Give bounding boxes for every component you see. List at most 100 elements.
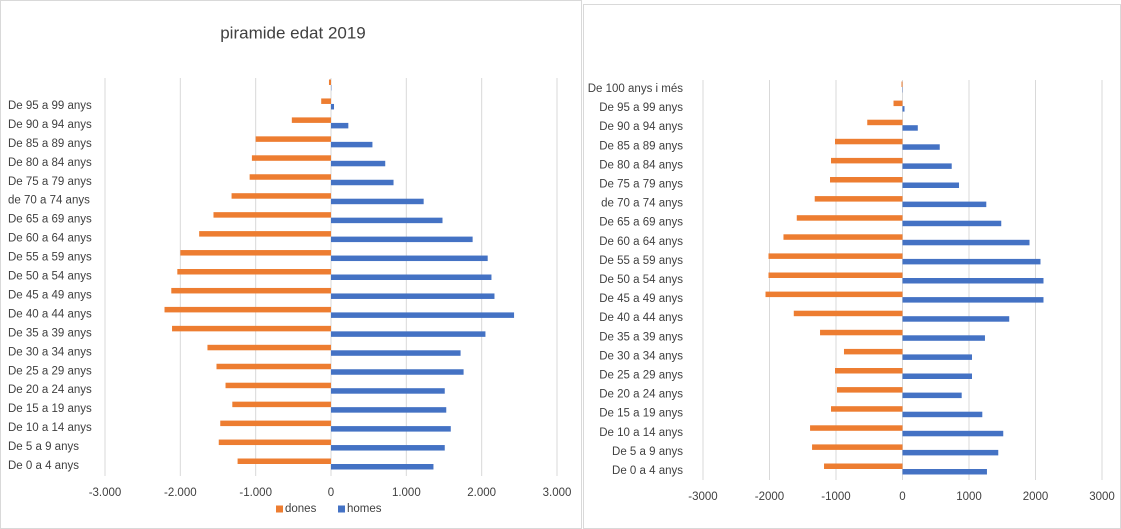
legend-swatch bbox=[338, 505, 345, 513]
category-label: De 35 a 39 anys bbox=[599, 331, 683, 343]
category-label: De 25 a 29 anys bbox=[599, 370, 683, 382]
bar bbox=[331, 198, 424, 205]
category-label: De 55 a 59 anys bbox=[599, 255, 683, 267]
category-label: De 80 a 84 anys bbox=[599, 159, 683, 171]
bar bbox=[331, 331, 486, 337]
bar bbox=[902, 278, 1044, 284]
category-label: De 90 a 94 anys bbox=[599, 121, 683, 133]
category-label: De 15 a 19 anys bbox=[8, 403, 92, 415]
category-label: De 50 a 54 anys bbox=[599, 274, 683, 286]
bar bbox=[902, 373, 972, 379]
bar bbox=[830, 177, 903, 183]
category-label: De 80 a 84 anys bbox=[8, 157, 92, 169]
bar bbox=[902, 220, 1002, 227]
bar bbox=[331, 236, 473, 243]
bar bbox=[902, 469, 987, 475]
category-label: De 5 a 9 anys bbox=[8, 441, 79, 453]
bar bbox=[321, 98, 331, 104]
category-label: De 55 a 59 anys bbox=[8, 252, 92, 264]
bar bbox=[199, 231, 331, 237]
bar bbox=[291, 117, 331, 123]
bar bbox=[225, 382, 331, 389]
x-tick-label: -1.000 bbox=[239, 487, 272, 499]
bar bbox=[331, 141, 373, 148]
bar bbox=[331, 388, 445, 394]
category-label: de 70 a 74 anys bbox=[8, 195, 90, 207]
bar bbox=[768, 272, 903, 278]
x-tick-label: -2000 bbox=[755, 491, 784, 503]
bar bbox=[902, 354, 972, 360]
category-label: De 30 a 34 anys bbox=[599, 350, 683, 362]
category-label: De 85 a 89 anys bbox=[8, 138, 92, 150]
bar bbox=[902, 392, 962, 399]
category-label: De 85 a 89 anys bbox=[599, 140, 683, 152]
x-tick-label: 3000 bbox=[1089, 491, 1115, 503]
bar bbox=[331, 350, 461, 356]
bar bbox=[220, 420, 331, 427]
bar bbox=[831, 406, 903, 412]
bar bbox=[812, 444, 903, 450]
legend-swatch bbox=[276, 505, 283, 513]
category-label: De 15 a 19 anys bbox=[599, 408, 683, 420]
category-label: De 40 a 44 anys bbox=[599, 312, 683, 324]
category-label: De 0 a 4 anys bbox=[8, 460, 79, 472]
bar bbox=[331, 293, 495, 299]
bar bbox=[331, 274, 492, 280]
bar bbox=[768, 253, 903, 259]
bar bbox=[902, 201, 987, 208]
bar bbox=[831, 157, 903, 164]
bar bbox=[216, 363, 331, 370]
bar bbox=[331, 103, 335, 110]
bar bbox=[765, 291, 903, 298]
bar bbox=[783, 234, 903, 240]
bar bbox=[824, 463, 903, 469]
bar bbox=[902, 449, 999, 456]
category-label: De 95 a 99 anys bbox=[599, 102, 683, 114]
category-label: De 65 a 69 anys bbox=[8, 214, 92, 226]
bar bbox=[331, 464, 434, 470]
bar bbox=[331, 255, 488, 262]
bar bbox=[328, 79, 331, 85]
x-tick-label: 3.000 bbox=[543, 487, 572, 499]
bar bbox=[171, 287, 331, 294]
bar bbox=[207, 344, 331, 351]
bar bbox=[902, 411, 983, 418]
category-label: De 100 anys i més bbox=[588, 83, 683, 95]
x-tick-label: -3.000 bbox=[89, 487, 122, 499]
x-tick-label: 1.000 bbox=[392, 487, 421, 499]
bar bbox=[331, 179, 394, 186]
legend-label: homes bbox=[347, 503, 382, 515]
bar bbox=[331, 312, 515, 318]
category-label: De 90 a 94 anys bbox=[8, 119, 92, 131]
category-label: De 0 a 4 anys bbox=[612, 465, 683, 477]
bar bbox=[331, 160, 386, 167]
bar bbox=[331, 217, 443, 224]
category-label: De 10 a 14 anys bbox=[599, 427, 683, 439]
bar bbox=[902, 258, 1041, 265]
category-label: De 35 a 39 anys bbox=[8, 327, 92, 339]
category-label: De 25 a 29 anys bbox=[8, 365, 92, 377]
category-label: De 95 a 99 anys bbox=[8, 100, 92, 112]
category-label: De 20 a 24 anys bbox=[599, 389, 683, 401]
category-label: De 75 a 79 anys bbox=[8, 176, 92, 188]
bar bbox=[814, 196, 903, 202]
category-label: De 50 a 54 anys bbox=[8, 271, 92, 283]
bar bbox=[835, 138, 903, 145]
x-tick-label: -2.000 bbox=[164, 487, 197, 499]
bar bbox=[820, 329, 903, 336]
x-tick-label: 0 bbox=[899, 491, 905, 503]
category-label: De 75 a 79 anys bbox=[599, 179, 683, 191]
bar bbox=[835, 368, 903, 374]
bar bbox=[902, 430, 1004, 437]
bar bbox=[902, 239, 1030, 246]
bar bbox=[180, 250, 331, 256]
bar bbox=[902, 182, 960, 188]
bar bbox=[836, 387, 903, 393]
bar bbox=[331, 426, 451, 432]
panel-left bbox=[0, 0, 582, 529]
bar bbox=[177, 269, 331, 275]
bar bbox=[237, 458, 331, 464]
bar bbox=[331, 407, 447, 413]
x-tick-label: 0 bbox=[328, 487, 334, 499]
